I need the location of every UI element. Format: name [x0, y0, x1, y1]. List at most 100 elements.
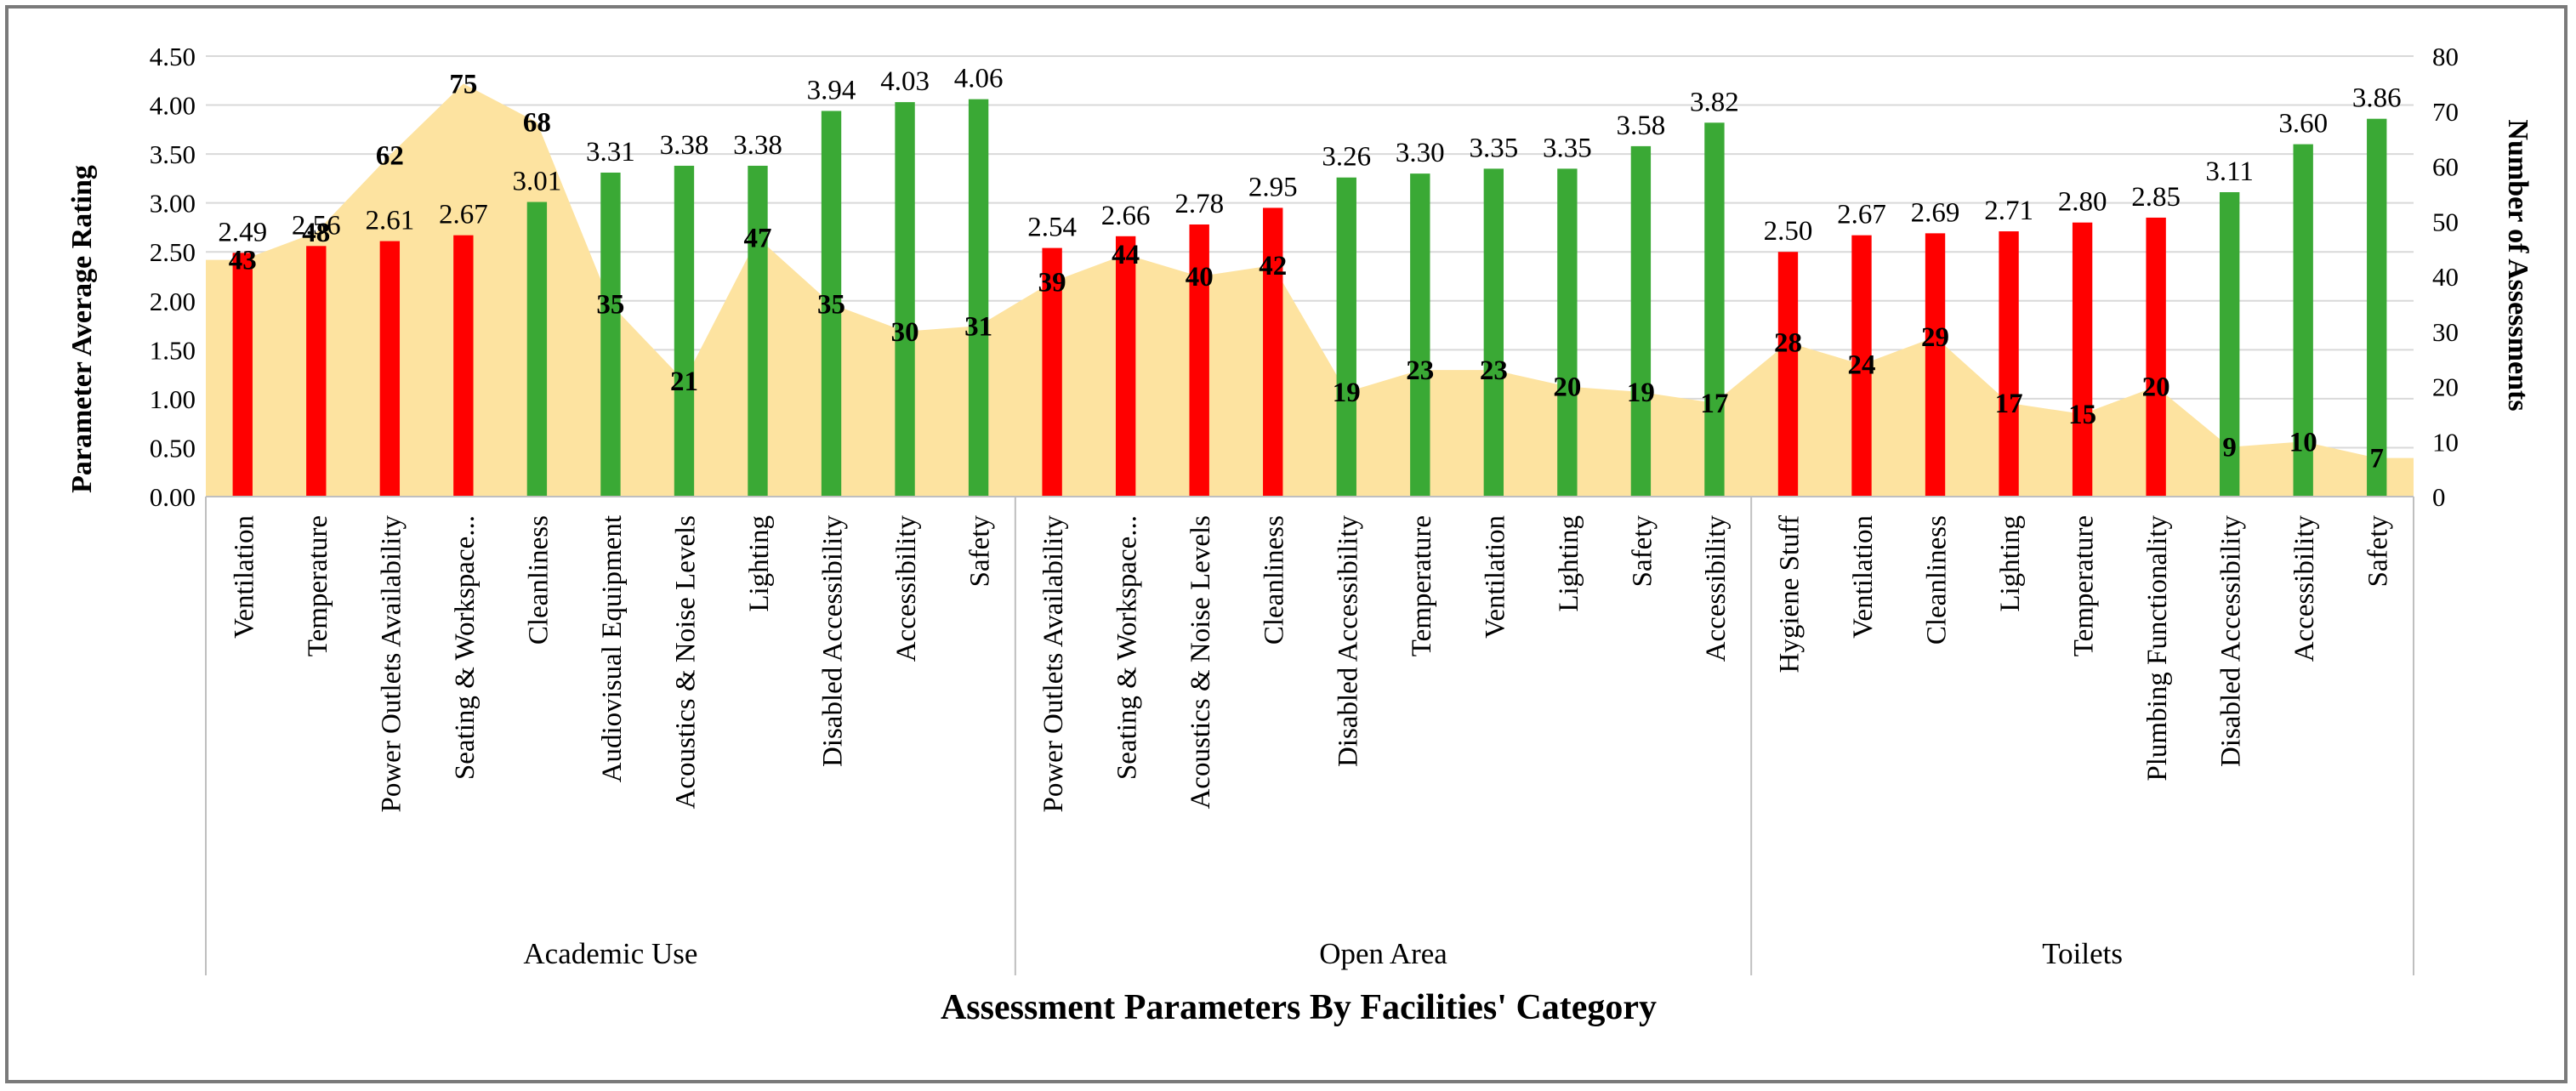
count-data-label: 17 — [1995, 389, 2023, 419]
rating-bar — [2219, 192, 2240, 497]
rating-bar — [1557, 168, 1578, 497]
count-data-label: 42 — [1259, 251, 1287, 281]
count-data-label: 40 — [1186, 262, 1214, 293]
x-category-label: Disabled Accessibility — [2216, 515, 2247, 768]
x-category-label: Temperature — [2069, 515, 2100, 656]
y-tick-label-right: 20 — [2432, 372, 2459, 402]
x-category-label: Lighting — [1554, 515, 1584, 612]
x-category-label: Safety — [2363, 515, 2394, 588]
count-data-label: 75 — [449, 69, 477, 99]
count-data-label: 48 — [302, 218, 330, 248]
y-tick-label-left: 2.50 — [150, 237, 196, 267]
rating-bar — [1042, 247, 1062, 497]
y-tick-label-right: 50 — [2432, 207, 2459, 236]
rating-bar — [1704, 122, 1725, 497]
rating-data-label: 3.86 — [2352, 83, 2402, 114]
rating-data-label: 2.66 — [1101, 201, 1151, 231]
y-tick-label-right: 40 — [2432, 262, 2459, 292]
rating-data-label: 3.30 — [1396, 138, 1445, 168]
rating-bar — [379, 241, 401, 497]
rating-data-label: 3.01 — [513, 167, 562, 197]
x-category-label: Cleanliness — [1260, 515, 1290, 645]
count-data-label: 35 — [817, 289, 845, 320]
rating-bar — [748, 165, 768, 497]
x-category-label: Plumbing Functionality — [2142, 515, 2173, 781]
y-tick-label-left: 1.00 — [150, 384, 196, 414]
x-category-label: Power Outlets Availability — [1038, 515, 1069, 813]
group-label: Academic Use — [523, 937, 697, 970]
x-category-label: Accessibility — [1701, 515, 1732, 662]
count-data-label: 23 — [1406, 355, 1434, 386]
count-data-label: 7 — [2369, 444, 2384, 474]
y-tick-label-right: 30 — [2432, 317, 2459, 347]
rating-bar — [674, 165, 695, 497]
y-tick-label-left: 4.00 — [150, 91, 196, 121]
count-data-label: 19 — [1333, 378, 1361, 408]
rating-data-label: 3.38 — [733, 130, 782, 161]
group-label: Toilets — [2042, 937, 2123, 970]
count-data-label: 20 — [1553, 372, 1581, 403]
rating-bar — [1925, 233, 1946, 497]
rating-bar — [1851, 235, 1872, 497]
rating-bar — [895, 102, 915, 497]
rating-bar — [306, 246, 327, 497]
count-data-label: 10 — [2289, 427, 2317, 457]
rating-data-label: 3.58 — [1617, 111, 1666, 141]
count-data-label: 35 — [596, 289, 624, 320]
rating-data-label: 2.80 — [2058, 187, 2107, 218]
axes: 0.00 0.50 1.00 1.50 2.00 2.50 3.00 3.50 4.00 4.50… — [150, 42, 2459, 975]
rating-data-label: 2.54 — [1027, 213, 1077, 243]
x-category-label: Hygiene Stuff — [1774, 515, 1805, 673]
rating-data-label: 3.35 — [1543, 133, 1592, 163]
rating-data-label: 2.85 — [2131, 182, 2181, 213]
rating-data-label: 2.67 — [1837, 200, 1886, 230]
y-tick-label-left: 0.00 — [150, 482, 196, 512]
rating-bar — [232, 253, 253, 497]
rating-data-label: 3.11 — [2205, 156, 2254, 187]
rating-bar — [1189, 224, 1209, 497]
group-label: Open Area — [1319, 937, 1447, 970]
count-data-label: 47 — [744, 224, 772, 254]
x-category-label: Lighting — [744, 515, 775, 612]
x-category-label: Ventilation — [1848, 515, 1879, 639]
x-category-label: Ventilation — [229, 515, 259, 639]
count-data-label: 20 — [2142, 372, 2170, 403]
y-axis-title-right: Number of Assessments — [2502, 119, 2533, 411]
rating-bars — [232, 99, 2387, 497]
rating-data-label: 2.69 — [1911, 197, 1960, 228]
rating-data-label: 2.71 — [1984, 196, 2033, 226]
rating-data-label: 2.56 — [292, 210, 341, 241]
count-data-label: 21 — [670, 367, 698, 397]
y-tick-label-left: 2.00 — [150, 287, 196, 316]
rating-bar — [453, 235, 474, 497]
x-category-label: Seating & Workspace... — [1112, 515, 1143, 780]
count-data-label: 43 — [229, 246, 257, 276]
y-tick-label-left: 1.50 — [150, 335, 196, 365]
count-data-label: 39 — [1038, 267, 1066, 298]
x-category-label: Accessibility — [2289, 515, 2320, 662]
y-tick-label-left: 4.50 — [150, 42, 196, 71]
rating-data-label: 3.31 — [586, 137, 635, 168]
x-category-label: Safety — [965, 515, 996, 588]
x-category-label: Accessibility — [891, 515, 922, 662]
x-category-label: Disabled Accessibility — [1333, 515, 1363, 768]
x-category-label: Temperature — [303, 515, 333, 656]
x-category-label: Safety — [1627, 515, 1658, 588]
rating-bar — [2146, 217, 2166, 497]
y-tick-label-left: 3.00 — [150, 189, 196, 219]
x-axis-title: Assessment Parameters By Facilities' Cat… — [941, 988, 1657, 1027]
y-axis-title-left: Parameter Average Rating — [66, 165, 98, 493]
rating-bar — [600, 172, 621, 497]
count-data-label: 62 — [376, 141, 404, 172]
x-category-label: Ventilation — [1480, 515, 1510, 639]
y-tick-label-right: 70 — [2432, 97, 2459, 127]
count-data-label: 15 — [2068, 400, 2096, 430]
rating-data-label: 2.50 — [1764, 216, 1813, 247]
rating-data-label: 3.38 — [660, 130, 709, 161]
count-data-label: 19 — [1627, 378, 1655, 408]
x-category-label: Seating & Workspace... — [450, 515, 481, 780]
rating-data-label: 3.60 — [2278, 109, 2328, 139]
x-category-label: Acoustics & Noise Levels — [670, 515, 701, 810]
